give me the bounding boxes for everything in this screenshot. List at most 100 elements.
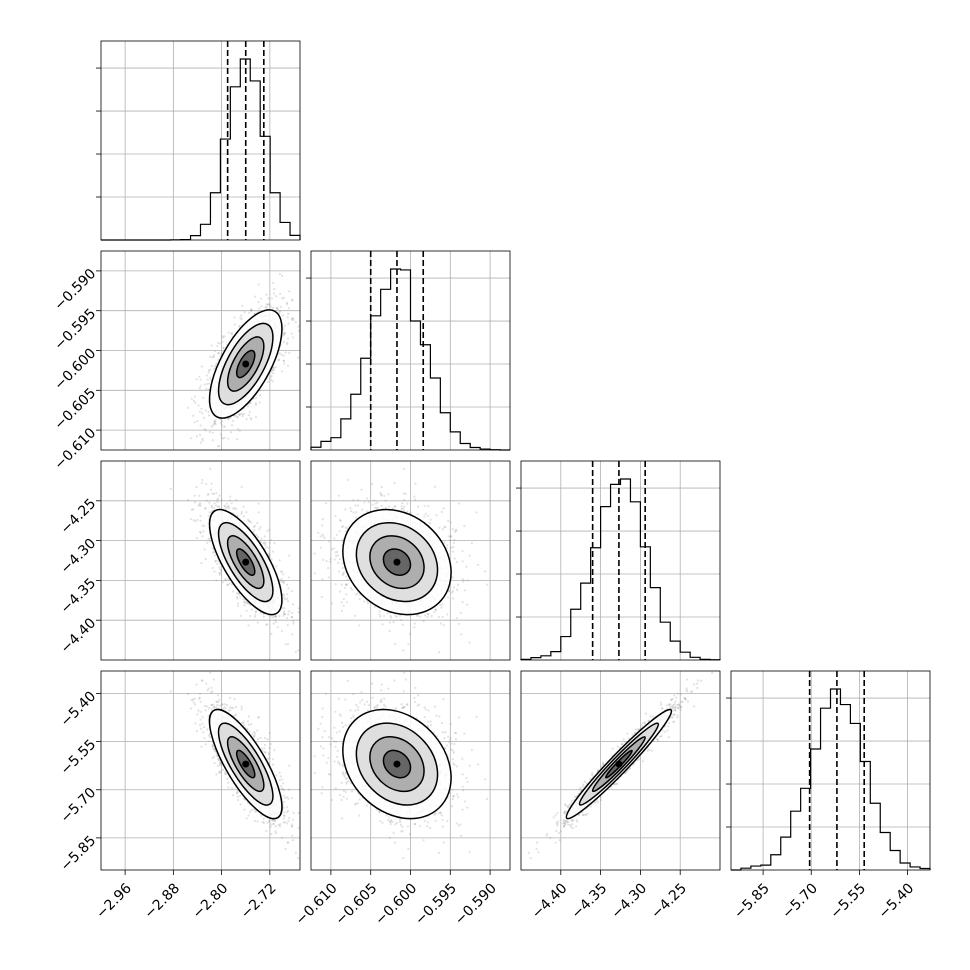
- scatter-point: [201, 535, 204, 538]
- scatter-point: [453, 557, 456, 560]
- scatter-point: [253, 529, 256, 532]
- scatter-point: [223, 425, 227, 428]
- scatter-point: [282, 580, 286, 583]
- scatter-point: [267, 302, 271, 306]
- scatter-point: [451, 528, 454, 531]
- scatter-point: [249, 401, 252, 405]
- scatter-point: [406, 510, 409, 513]
- scatter-point: [321, 518, 324, 521]
- scatter-point: [235, 438, 239, 441]
- scatter-point: [346, 583, 349, 586]
- scatter-point: [198, 502, 202, 505]
- scatter-point: [218, 444, 221, 448]
- scatter-point: [291, 317, 294, 320]
- scatter-point: [198, 494, 201, 497]
- scatter-point: [193, 494, 196, 497]
- scatter-point: [204, 507, 207, 510]
- panel-content: [313, 467, 489, 654]
- scatter-point: [292, 622, 295, 625]
- hist-panel-2: [516, 461, 721, 661]
- scatter-point: [262, 615, 265, 618]
- scatter-point: [283, 333, 286, 337]
- scatter-point: [291, 620, 295, 623]
- scatter-point: [280, 577, 283, 581]
- scatter-point: [221, 340, 224, 343]
- scatter-point: [291, 611, 294, 614]
- scatter-point: [226, 505, 229, 508]
- scatter-point: [450, 591, 454, 594]
- scatter-point: [208, 511, 211, 514]
- scatter-point: [227, 417, 230, 420]
- scatter-point: [232, 507, 235, 510]
- scatter-point: [209, 488, 213, 491]
- scatter-point: [237, 413, 241, 416]
- scatter-point: [254, 610, 258, 613]
- scatter-point: [220, 436, 223, 439]
- scatter-point: [260, 305, 263, 308]
- scatter-point: [283, 593, 286, 596]
- scatter-point: [266, 623, 269, 626]
- scatter-point: [274, 295, 278, 298]
- scatter-point: [277, 358, 281, 361]
- scatter-point: [271, 616, 274, 619]
- scatter-point: [215, 504, 218, 507]
- scatter-point: [199, 514, 202, 517]
- scatter-point: [282, 359, 285, 362]
- scatter-point: [254, 613, 257, 616]
- scatter-point: [468, 641, 471, 644]
- scatter-point: [271, 368, 274, 371]
- contour-line: [217, 322, 274, 406]
- scatter-point: [286, 642, 290, 646]
- scatter-point: [321, 578, 324, 581]
- scatter-point: [204, 557, 207, 561]
- scatter-point: [282, 354, 285, 357]
- scatter-point: [461, 550, 464, 553]
- scatter-point: [238, 414, 241, 417]
- scatter-point: [237, 602, 240, 605]
- scatter-point: [285, 303, 289, 306]
- scatter-point: [274, 615, 277, 618]
- scatter-point: [287, 312, 290, 315]
- scatter-point: [271, 380, 274, 383]
- scatter-point: [288, 554, 291, 557]
- scatter-point: [346, 578, 349, 581]
- scatter-point: [214, 559, 217, 562]
- scatter-point: [424, 614, 427, 617]
- scatter-point: [235, 415, 238, 418]
- scatter-point: [208, 376, 212, 379]
- scatter-point: [290, 332, 293, 335]
- scatter-point: [329, 557, 332, 561]
- scatter-point: [207, 537, 210, 541]
- scatter-point: [355, 511, 358, 514]
- scatter-point: [234, 414, 237, 417]
- scatter-point: [271, 550, 275, 553]
- scatter-point: [426, 514, 430, 518]
- scatter-point: [416, 614, 419, 617]
- scatter-point: [200, 481, 204, 485]
- scatter-point: [212, 354, 216, 357]
- scatter-point: [236, 597, 239, 600]
- scatter-point: [215, 579, 218, 582]
- scatter-point: [365, 600, 369, 603]
- scatter-point: [220, 419, 224, 423]
- scatter-point: [291, 633, 294, 636]
- scatter-point: [240, 318, 243, 321]
- scatter-point: [379, 491, 382, 495]
- scatter-point: [227, 583, 230, 586]
- scatter-point: [287, 613, 290, 616]
- scatter-point: [198, 387, 201, 390]
- scatter-point: [169, 487, 172, 490]
- scatter-point: [228, 507, 231, 510]
- scatter-point: [213, 554, 217, 557]
- scatter-point: [269, 376, 272, 379]
- scatter-point: [286, 301, 289, 304]
- scatter-point: [198, 503, 201, 506]
- scatter-point: [393, 481, 396, 485]
- scatter-point: [203, 383, 206, 386]
- scatter-point: [291, 299, 294, 302]
- scatter-point: [259, 297, 263, 300]
- scatter-point: [286, 583, 289, 586]
- scatter-point: [327, 540, 331, 543]
- scatter-point: [265, 545, 268, 549]
- scatter-point: [383, 494, 386, 497]
